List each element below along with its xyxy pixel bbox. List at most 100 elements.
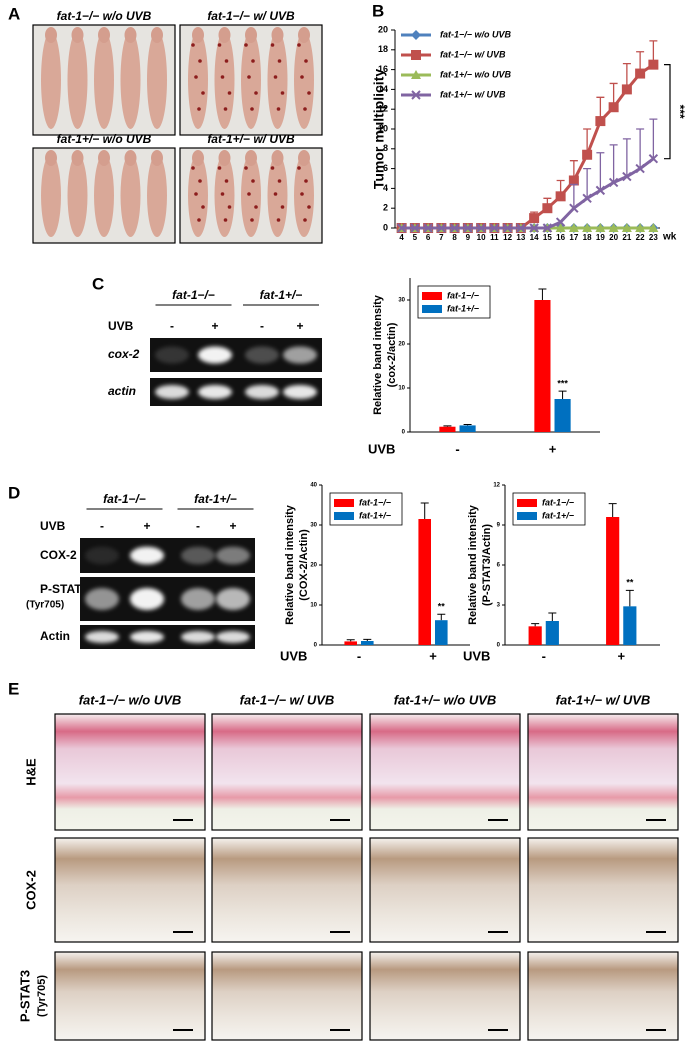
marker	[582, 149, 593, 160]
micrograph	[527, 837, 679, 943]
marker	[635, 68, 646, 79]
mouse-head	[192, 150, 204, 166]
mouse	[188, 154, 208, 237]
marker	[411, 30, 421, 40]
lesion	[247, 192, 251, 196]
mouse	[267, 154, 288, 237]
band	[85, 631, 119, 643]
panel-letter: B	[372, 1, 384, 20]
lesion	[201, 91, 205, 95]
marker	[608, 223, 619, 232]
y-tick-label: 16	[378, 64, 388, 74]
y-tick-label: 30	[310, 523, 317, 529]
marker	[516, 223, 526, 233]
lesion	[227, 205, 232, 209]
marker	[622, 171, 632, 182]
lane-label: +	[143, 519, 150, 533]
lesion	[277, 179, 282, 183]
lesion	[194, 75, 198, 79]
error-bar	[558, 390, 567, 399]
lane-label: -	[196, 519, 200, 533]
mouse-head	[271, 27, 284, 43]
band	[245, 346, 279, 364]
lesion	[220, 192, 225, 196]
mouse-head	[151, 27, 163, 43]
mouse-head	[71, 150, 84, 166]
lesion	[280, 205, 285, 209]
mouse-head	[192, 27, 204, 43]
y-tick-label: 30	[398, 298, 405, 304]
error-bar	[538, 288, 547, 300]
marker	[410, 223, 420, 233]
band	[155, 385, 189, 399]
band	[130, 546, 164, 565]
row-label: H&E	[23, 758, 38, 786]
lesion	[198, 179, 202, 183]
error-bar	[583, 167, 592, 199]
lesion	[197, 107, 201, 111]
lane-label: -	[100, 519, 104, 533]
marker	[463, 223, 473, 233]
band	[130, 588, 164, 610]
x-tick-label: 21	[622, 233, 631, 242]
band	[216, 546, 250, 565]
lesion	[201, 205, 205, 209]
marker	[621, 223, 632, 232]
blot-row-label: cox-2	[108, 347, 140, 361]
x-unit: wk	[662, 232, 677, 243]
y-tick-label: 4	[383, 183, 388, 193]
y-axis-label: (cox-2/actin)	[386, 322, 398, 387]
treatment-label: UVB	[40, 519, 66, 533]
blot-row-label: COX-2	[40, 548, 77, 562]
lane-label: -	[170, 319, 174, 333]
error-bar	[625, 589, 634, 607]
micrograph	[369, 713, 521, 831]
y-tick-label: 3	[497, 603, 501, 609]
error-bar	[608, 503, 617, 517]
legend-label: fat-1+/−	[542, 510, 575, 520]
significance: ***	[673, 105, 685, 119]
x-tick-label: 13	[516, 233, 525, 242]
lesion	[280, 91, 285, 95]
mouse	[94, 154, 114, 237]
marker	[648, 223, 659, 232]
band	[198, 346, 232, 364]
error-bar	[649, 118, 658, 159]
marker	[411, 90, 421, 100]
mouse-head	[98, 150, 110, 166]
band	[198, 385, 232, 399]
lesion	[191, 166, 195, 170]
marker	[582, 193, 592, 204]
y-axis-label: (P-STAT3/Actin)	[481, 524, 493, 606]
legend-label: fat-1−/− w/ UVB	[440, 49, 506, 59]
lesion	[224, 179, 229, 183]
mouse	[67, 154, 88, 237]
blot-row-label: P-STAT3	[40, 582, 89, 596]
lesion	[303, 107, 307, 111]
legend-label: fat-1−/− w/o UVB	[440, 29, 512, 39]
marker	[595, 185, 606, 196]
marker	[635, 163, 645, 174]
row-label: COX-2	[23, 870, 38, 910]
bar	[344, 641, 357, 645]
mouse	[294, 31, 314, 129]
lesion	[197, 218, 201, 222]
y-tick-label: 8	[383, 143, 388, 153]
y-tick-label: 0	[383, 222, 388, 232]
legend-swatch	[517, 499, 537, 507]
x-tick-label: 4	[399, 233, 404, 242]
marker	[555, 191, 566, 202]
marker	[569, 203, 579, 213]
band	[181, 631, 215, 643]
marker	[582, 223, 593, 232]
y-tick-label: 40	[310, 483, 317, 489]
lesion	[273, 192, 278, 196]
lesion	[223, 218, 228, 222]
x-tick-label: -	[455, 441, 459, 456]
mouse	[188, 31, 208, 129]
mouse-head	[298, 150, 310, 166]
x-tick-label: 9	[466, 233, 471, 242]
marker	[542, 223, 553, 233]
y-tick-label: 10	[310, 603, 317, 609]
